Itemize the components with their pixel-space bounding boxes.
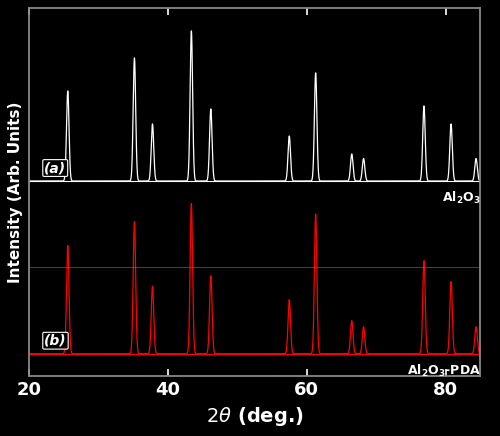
X-axis label: $2\theta$ (deg.): $2\theta$ (deg.): [206, 405, 304, 428]
Text: $\mathregular{Al_2O_3}$-PDA: $\mathregular{Al_2O_3}$-PDA: [408, 363, 482, 379]
Text: (b): (b): [44, 334, 67, 348]
Text: (a): (a): [44, 161, 66, 175]
Y-axis label: Intensity (Arb. Units): Intensity (Arb. Units): [8, 102, 24, 283]
Text: $\mathregular{Al_2O_3}$: $\mathregular{Al_2O_3}$: [442, 190, 480, 206]
